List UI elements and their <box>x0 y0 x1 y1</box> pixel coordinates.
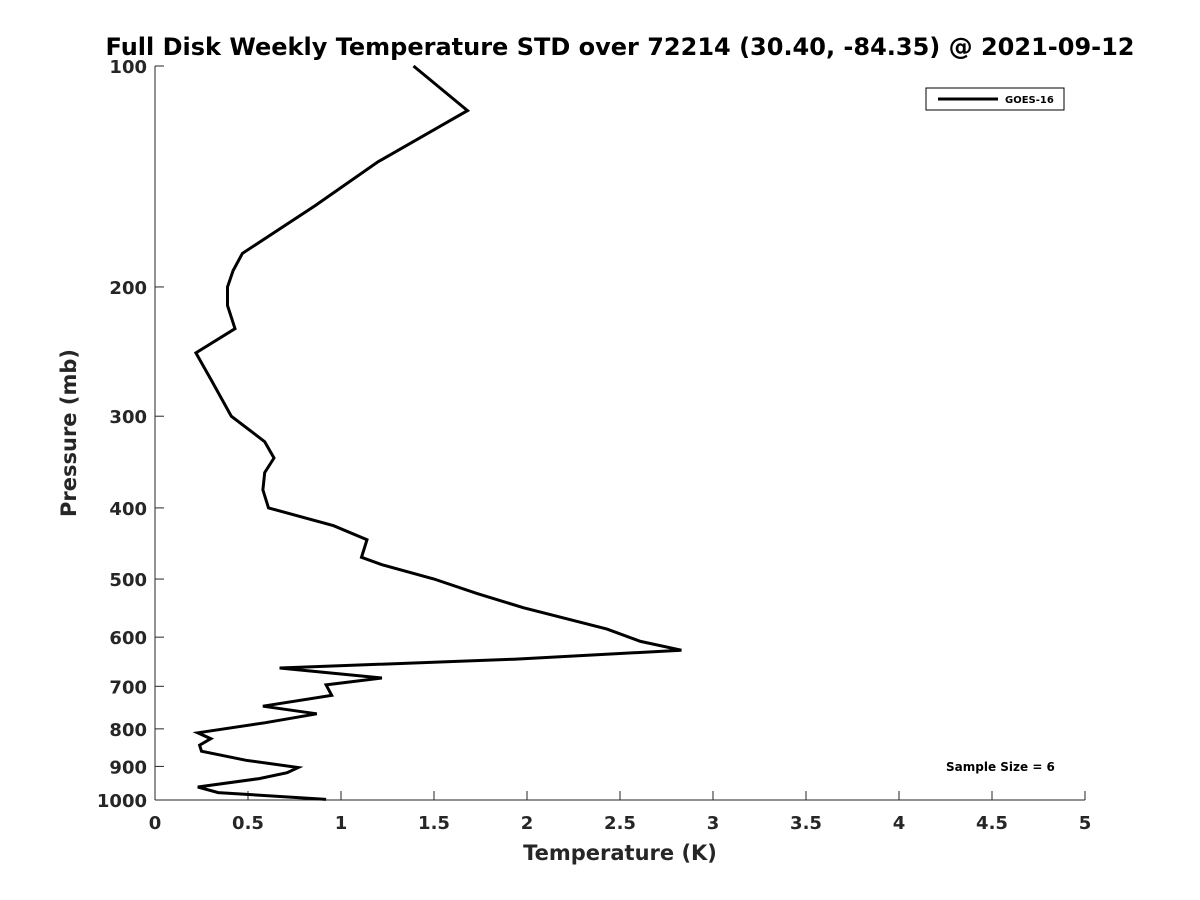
x-tick-label: 3.5 <box>790 813 822 834</box>
x-tick-label: 4.5 <box>976 813 1008 834</box>
chart-title: Full Disk Weekly Temperature STD over 72… <box>106 33 1135 61</box>
y-tick-label: 500 <box>109 570 147 591</box>
y-axis-label: Pressure (mb) <box>57 349 81 517</box>
x-tick-label: 5 <box>1079 813 1092 834</box>
x-tick-label: 1 <box>335 813 348 834</box>
legend-label-goes16: GOES-16 <box>1005 95 1054 106</box>
y-tick-label: 900 <box>109 757 147 778</box>
y-tick-label: 400 <box>109 499 147 520</box>
x-tick-label: 3 <box>707 813 720 834</box>
x-tick-label: 1.5 <box>418 813 450 834</box>
x-axis-label: Temperature (K) <box>523 841 717 865</box>
y-tick-label: 700 <box>109 677 147 698</box>
x-tick-label: 2.5 <box>604 813 636 834</box>
y-tick-group: 100 200 300 400 500 600 700 800 900 1000 <box>97 57 164 812</box>
series-group <box>192 64 682 801</box>
series-line-goes16 <box>192 64 682 801</box>
y-tick-label: 600 <box>109 628 147 649</box>
y-tick-label: 300 <box>109 407 147 428</box>
x-tick-label: 0 <box>149 813 162 834</box>
sample-size-annotation: Sample Size = 6 <box>946 760 1055 774</box>
legend: GOES-16 <box>925 87 1065 111</box>
x-tick-label: 0.5 <box>232 813 264 834</box>
x-tick-label: 2 <box>521 813 534 834</box>
y-tick-label: 100 <box>109 57 147 78</box>
x-tick-label: 4 <box>893 813 906 834</box>
y-tick-label: 200 <box>109 278 147 299</box>
x-tick-group: 0 0.5 1 1.5 2 2.5 3 3.5 4 4.5 5 <box>149 791 1092 834</box>
y-tick-label: 800 <box>109 720 147 741</box>
y-tick-label: 1000 <box>97 791 147 812</box>
